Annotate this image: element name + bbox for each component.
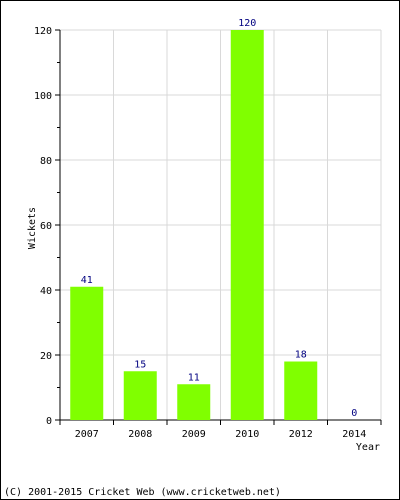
bar-2012 (284, 361, 318, 420)
data-label: 11 (188, 372, 200, 383)
data-label: 18 (295, 350, 307, 361)
bar-2010 (230, 30, 264, 420)
bar-2009 (177, 384, 211, 420)
bars (70, 30, 318, 420)
x-tick-label: 2010 (235, 429, 259, 440)
copyright-footer: (C) 2001-2015 Cricket Web (www.cricketwe… (4, 487, 281, 498)
x-tick-label: 2014 (342, 429, 366, 440)
grid-lines (60, 29, 382, 420)
y-tick-label: 100 (34, 91, 52, 102)
y-tick-label: 80 (40, 156, 52, 167)
x-tick-label: 2009 (182, 429, 206, 440)
y-axis-title: Wickets (27, 207, 38, 249)
y-tick-label: 40 (40, 286, 52, 297)
y-tick-label: 120 (34, 26, 52, 37)
y-tick-label: 0 (46, 416, 52, 427)
x-tick-label: 2007 (75, 429, 99, 440)
x-tick-label: 2008 (128, 429, 152, 440)
x-axis-title: Year (356, 442, 380, 453)
labels: 41 15 11 120 18 0 (81, 18, 358, 419)
bar-2008 (123, 371, 157, 420)
bar-2007 (70, 286, 104, 420)
data-label: 41 (81, 275, 93, 286)
data-label: 0 (351, 408, 357, 419)
axes: 0 20 40 60 80 100 120 2007 2008 2009 2010 2012 2014 (34, 26, 382, 440)
data-label: 120 (238, 18, 256, 29)
y-tick-label: 20 (40, 351, 52, 362)
y-tick-label: 60 (40, 221, 52, 232)
data-label: 15 (134, 359, 146, 370)
x-tick-label: 2012 (289, 429, 313, 440)
